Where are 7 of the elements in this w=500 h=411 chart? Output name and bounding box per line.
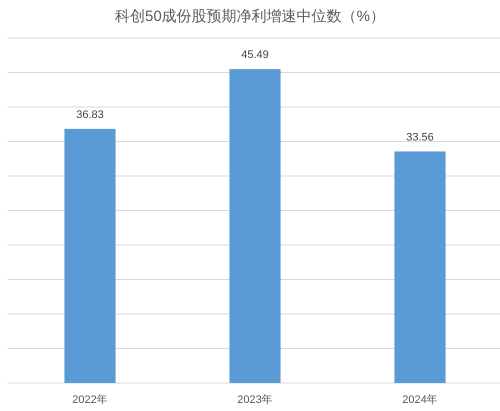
x-label: 2023年 [237,394,273,406]
x-label: 2024年 [402,394,438,406]
data-label: 33.56 [406,131,434,144]
x-label: 2022年 [72,394,108,406]
data-label: 45.49 [241,49,269,62]
title: 科创50成份股预期净利增速中位数（%） [114,8,386,25]
data-label: 36.83 [76,108,104,121]
